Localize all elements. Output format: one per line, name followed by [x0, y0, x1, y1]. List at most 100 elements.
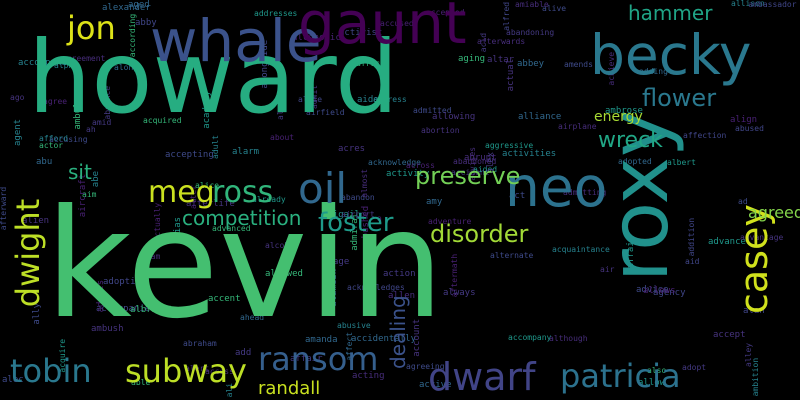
- word-foster: foster: [318, 208, 394, 238]
- small-word: african: [356, 59, 390, 68]
- small-word: active: [419, 380, 452, 390]
- small-word: adopted: [618, 157, 652, 166]
- small-word: access: [205, 367, 234, 376]
- small-word: alexander: [102, 3, 151, 13]
- word-neo: neo: [505, 155, 608, 219]
- small-word: aggressive: [485, 141, 534, 150]
- small-word: alice: [195, 181, 220, 190]
- small-word: action: [383, 269, 416, 279]
- small-word: advantage: [740, 233, 784, 242]
- small-word: alcoholic: [292, 33, 341, 43]
- word-hammer: hammer: [628, 1, 713, 25]
- small-word: airplane: [558, 122, 597, 131]
- small-word: agent: [13, 118, 23, 146]
- small-word: allowed: [265, 269, 303, 279]
- small-word: able: [131, 378, 151, 387]
- word-dwarf: dwarf: [428, 355, 536, 399]
- small-word: alcohol: [265, 241, 299, 250]
- small-word: accept: [713, 330, 746, 340]
- small-word: alive: [542, 4, 567, 13]
- small-word: allows: [643, 286, 676, 296]
- word-ross: ross: [212, 175, 274, 210]
- small-word: accompanied: [96, 304, 156, 314]
- small-word: albert: [667, 158, 696, 167]
- small-word: adoptive: [103, 277, 147, 287]
- small-word: aging: [458, 54, 486, 64]
- small-word: allow: [638, 378, 666, 388]
- small-word: ambush: [91, 324, 124, 334]
- word-kevin: kevin: [45, 178, 445, 352]
- word-tobin: tobin: [10, 352, 92, 390]
- word-subway: subway: [125, 352, 247, 390]
- word-gaunt: gaunt: [298, 0, 467, 57]
- small-word: accident: [451, 168, 490, 177]
- small-word: ambrose: [605, 106, 643, 116]
- small-word: act: [509, 191, 526, 201]
- small-word: aide: [357, 95, 379, 105]
- small-word: alan: [743, 306, 765, 316]
- small-word: ago: [10, 93, 25, 102]
- small-word: amanda: [305, 335, 338, 345]
- small-word: admitted: [413, 106, 452, 115]
- word-disorder: disorder: [430, 220, 529, 248]
- small-word: agreement: [62, 54, 106, 63]
- small-word: aided: [473, 165, 498, 174]
- small-word: abbey: [517, 59, 545, 69]
- small-word: allie: [298, 95, 323, 104]
- small-word: along: [114, 63, 139, 72]
- word-becky: becky: [590, 23, 752, 87]
- small-word: addresses: [254, 9, 298, 18]
- small-word: afterlife: [186, 199, 235, 209]
- small-word: accepted: [426, 8, 465, 17]
- small-word: agree: [43, 97, 68, 106]
- small-word: acquaintance: [552, 245, 610, 254]
- small-word: afford: [39, 134, 68, 143]
- small-word: amiable: [515, 0, 549, 9]
- small-word: a: [377, 214, 382, 223]
- small-word: accompanies: [18, 58, 78, 68]
- small-word: ah: [86, 125, 96, 134]
- small-word: abusive: [337, 321, 371, 330]
- small-word: adding: [639, 67, 668, 76]
- small-word: amy: [426, 197, 443, 207]
- small-word: accompany: [508, 333, 552, 342]
- small-word: abortion: [421, 126, 460, 135]
- small-word: air: [600, 265, 615, 274]
- word-dwight: dwight: [9, 198, 47, 308]
- small-word: alert: [185, 364, 210, 373]
- small-word: address: [373, 95, 407, 104]
- small-word: accent: [208, 294, 241, 304]
- small-word: acting: [352, 371, 385, 381]
- small-word: airfield: [306, 108, 345, 117]
- small-word: activity: [386, 169, 430, 179]
- small-word: alfred: [502, 1, 511, 31]
- word-meg: meg: [148, 175, 215, 210]
- word-flower: flower: [642, 84, 717, 112]
- small-word: abigail: [322, 210, 360, 220]
- small-word: abandon: [341, 193, 375, 202]
- word-randall: randall: [258, 378, 321, 399]
- small-word: adopt: [682, 363, 707, 372]
- small-word: ambition: [751, 358, 760, 397]
- word-oil: oil: [298, 164, 348, 213]
- word-dealing: dealing: [386, 295, 410, 369]
- small-word: age: [333, 257, 350, 267]
- small-word: addition: [687, 217, 696, 257]
- small-word: activist: [339, 28, 383, 38]
- small-word: aged: [128, 0, 150, 10]
- small-word: allen: [388, 291, 416, 301]
- small-word: add: [235, 348, 252, 358]
- small-word: agency: [653, 288, 686, 298]
- small-word: allowing: [432, 112, 476, 122]
- small-word: acquired: [143, 116, 182, 125]
- small-word: afterward: [0, 186, 8, 231]
- small-word: abby: [135, 18, 157, 28]
- small-word: accepting: [165, 150, 214, 160]
- word-preserve: preserve: [415, 162, 521, 190]
- small-word: across: [406, 161, 435, 170]
- word-jon: jon: [67, 9, 116, 47]
- small-word: affection: [683, 131, 727, 140]
- word-wreck: wreck: [598, 128, 663, 153]
- word-competition: competition: [182, 206, 302, 230]
